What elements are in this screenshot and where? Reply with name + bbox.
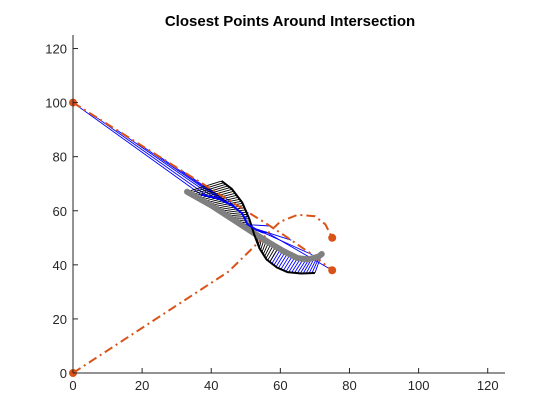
series-marker-0-1 <box>328 266 337 275</box>
x-tick-label-3: 60 <box>273 378 287 393</box>
series-line-3 <box>220 180 315 275</box>
x-tick-label-4: 80 <box>342 378 356 393</box>
y-tick-label-1: 20 <box>53 312 67 327</box>
connection-line-2-5 <box>199 188 233 200</box>
connection-line-0-3 <box>138 143 222 201</box>
x-tick-label-1: 20 <box>135 378 149 393</box>
x-ticks: 0 20 40 60 80 100 120 <box>69 368 499 393</box>
connection-line-2-2 <box>191 183 226 195</box>
x-tick-label-6: 120 <box>477 378 499 393</box>
series-marker-1-1 <box>328 233 337 242</box>
x-tick-label-2: 40 <box>204 378 218 393</box>
y-ticks: 0 20 40 60 80 100 120 <box>45 42 78 381</box>
connection-line-0-12 <box>266 232 333 271</box>
x-tick-label-5: 100 <box>408 378 430 393</box>
connection-line-2-3 <box>194 185 229 197</box>
y-tick-label-0: 0 <box>60 366 67 381</box>
x-tick-label-0: 0 <box>69 378 76 393</box>
y-tick-label-4: 80 <box>53 150 67 165</box>
series-line-2 <box>184 188 325 263</box>
connection-line-2-7 <box>203 192 236 202</box>
y-tick-label-5: 100 <box>45 96 67 111</box>
y-tick-label-2: 40 <box>53 258 67 273</box>
connection-line-2-8 <box>206 194 237 204</box>
y-tick-label-3: 60 <box>53 204 67 219</box>
connection-line-2-1 <box>189 182 224 194</box>
series-line-4 <box>200 193 267 234</box>
connection-line-0-1 <box>94 115 208 197</box>
chart-title: Closest Points Around Intersection <box>165 13 415 30</box>
connection-line-0-0 <box>72 102 202 195</box>
y-tick-label-6: 120 <box>45 42 67 57</box>
connection-line-0-11 <box>259 230 313 256</box>
connection-line-2-6 <box>201 190 234 201</box>
connection-line-2-0 <box>186 180 222 193</box>
axes <box>72 35 505 374</box>
plot-area <box>69 98 337 377</box>
connection-line-2-12 <box>215 202 243 209</box>
